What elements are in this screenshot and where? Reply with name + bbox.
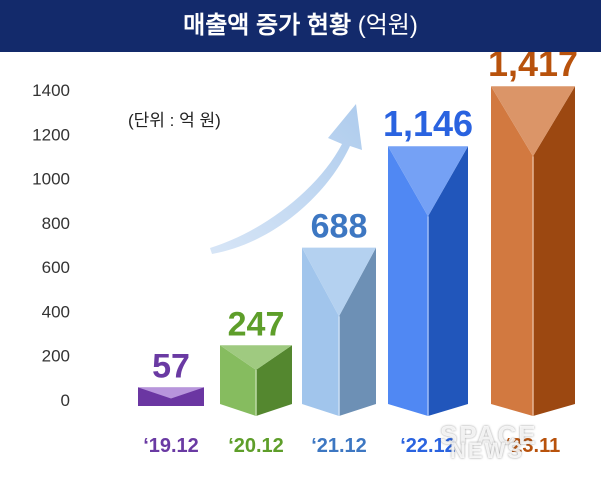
y-tick-label: 600 — [42, 258, 70, 277]
trend-arrow-icon — [210, 104, 362, 254]
bar-left-face — [388, 146, 428, 416]
bar-right-face — [339, 247, 376, 416]
bar-left-face — [491, 86, 533, 416]
bar: 1,146 ‘22.12 — [383, 103, 473, 457]
unit-note: (단위 : 억 원) — [128, 111, 221, 130]
title-unit: (억원) — [357, 12, 418, 39]
x-tick-label: ‘23.11 — [506, 435, 561, 457]
bar-left-face — [220, 345, 256, 416]
title-banner: 매출액 증가 현황 (억원) — [0, 0, 601, 52]
bar-top-facet — [302, 247, 376, 317]
watermark-logo: SPACE NEWS — [440, 420, 538, 463]
y-tick-label: 1400 — [32, 81, 70, 100]
bar-value-label: 247 — [228, 305, 285, 343]
x-tick-label: ‘20.12 — [228, 435, 284, 457]
bar-top-facet — [220, 345, 292, 370]
y-tick-label: 0 — [61, 391, 70, 410]
bar-right-face — [428, 146, 468, 416]
watermark-line1: SPACE — [440, 420, 538, 450]
bar-top-facet — [388, 146, 468, 217]
bar: 688 ‘21.12 — [302, 208, 376, 457]
bar-right-face — [533, 86, 575, 416]
bar: 57 ‘19.12 — [138, 347, 204, 457]
y-tick-label: 1000 — [32, 170, 70, 189]
x-tick-label: ‘21.12 — [311, 435, 367, 457]
bar: 1,417 ‘23.11 — [488, 52, 578, 457]
bar-value-label: 57 — [152, 347, 190, 385]
x-tick-label: ‘19.12 — [143, 435, 199, 457]
watermark-line2: NEWS — [450, 438, 524, 463]
bar-value-label: 1,417 — [488, 52, 578, 84]
x-tick-label: ‘22.12 — [400, 435, 456, 457]
title-text: 매출액 증가 현황 — [183, 12, 352, 39]
y-tick-label: 200 — [42, 347, 70, 366]
bar-left-face — [302, 247, 339, 416]
bar-facet — [138, 387, 204, 399]
bar-value-label: 1,146 — [383, 103, 473, 144]
bar-chart: 0 200 400 600 800 1000 1200 1400 57 ‘19.12 247 ‘20.… — [32, 52, 578, 457]
bar: 247 ‘20.12 — [220, 305, 292, 457]
y-tick-label: 800 — [42, 214, 70, 233]
bar-value-label: 688 — [311, 208, 368, 246]
y-tick-label: 1200 — [32, 125, 70, 144]
chart-title: 매출액 증가 현황 (억원) — [0, 0, 601, 52]
y-tick-label: 400 — [42, 302, 70, 321]
bar-top-facet — [491, 86, 575, 157]
bar-right-face — [256, 345, 292, 416]
